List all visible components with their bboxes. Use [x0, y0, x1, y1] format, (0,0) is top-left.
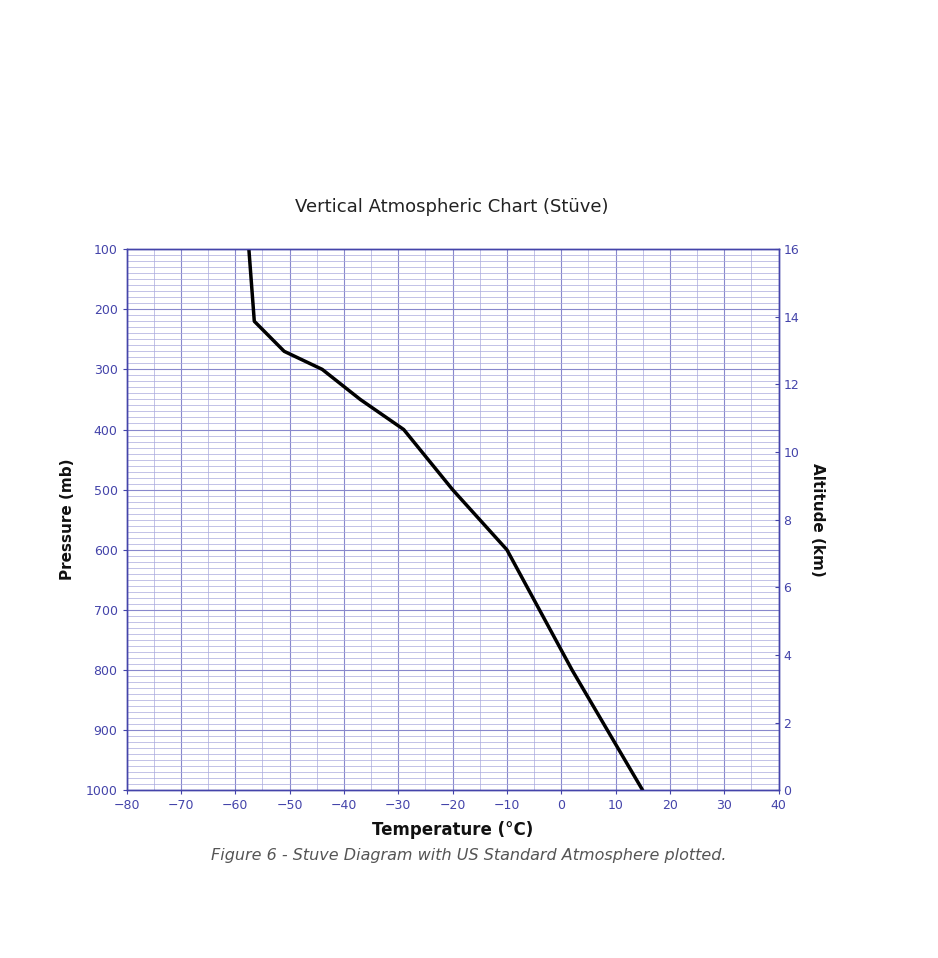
Y-axis label: Pressure (mb): Pressure (mb): [60, 459, 75, 581]
Text: Vertical Atmospheric Chart (Stüve): Vertical Atmospheric Chart (Stüve): [295, 197, 609, 216]
Text: Figure 6 - Stuve Diagram with US Standard Atmosphere plotted.: Figure 6 - Stuve Diagram with US Standar…: [211, 848, 727, 863]
Y-axis label: Altitude (km): Altitude (km): [810, 463, 825, 577]
X-axis label: Temperature (°C): Temperature (°C): [372, 821, 533, 838]
